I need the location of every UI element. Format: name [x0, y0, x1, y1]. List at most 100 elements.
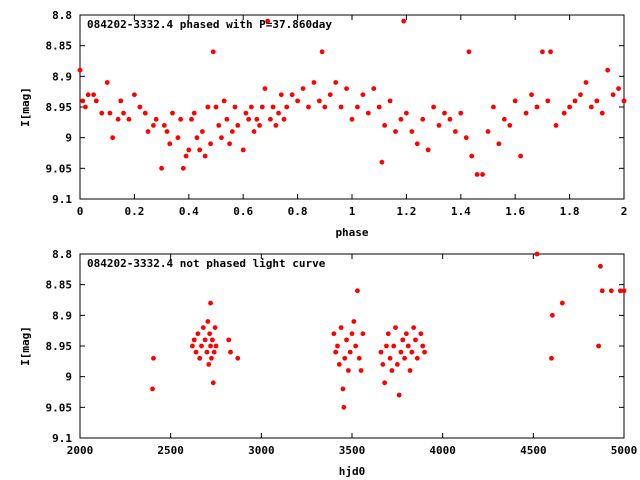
data-point — [183, 153, 189, 159]
data-point — [209, 337, 215, 343]
data-point — [284, 104, 290, 110]
data-point — [402, 355, 407, 361]
data-point — [121, 110, 126, 116]
data-point — [205, 319, 211, 324]
data-point — [409, 129, 415, 134]
plot-frame — [79, 14, 625, 200]
data-point — [391, 343, 397, 349]
data-point — [599, 110, 605, 116]
data-point — [598, 263, 603, 269]
data-point — [447, 116, 453, 122]
data-point — [151, 123, 156, 128]
data-point — [407, 368, 413, 373]
data-point — [197, 355, 203, 361]
data-point — [93, 98, 99, 104]
data-point — [180, 165, 186, 171]
data-point — [599, 288, 605, 294]
data-point — [355, 288, 360, 294]
x-tick-label: 1.4 — [451, 205, 471, 218]
data-point — [621, 98, 627, 104]
data-point — [583, 80, 589, 85]
data-point — [469, 153, 475, 159]
data-point — [398, 349, 404, 355]
data-point — [251, 129, 257, 134]
y-axis-label: I[mag] — [19, 326, 32, 366]
data-point — [159, 165, 165, 171]
data-point — [200, 129, 205, 134]
data-point — [336, 362, 342, 367]
data-point — [405, 343, 411, 349]
data-point — [248, 104, 254, 110]
data-point — [463, 135, 469, 141]
data-point — [523, 110, 529, 116]
data-point — [335, 343, 340, 349]
data-point — [273, 123, 279, 128]
data-point — [99, 110, 105, 116]
data-point — [202, 337, 208, 343]
data-point — [414, 141, 420, 147]
data-point — [355, 104, 360, 110]
data-point — [151, 355, 156, 361]
data-point — [371, 86, 377, 91]
data-point — [295, 98, 300, 104]
data-point — [534, 104, 540, 110]
unphased-light-curve-panel: 2000 2500 3000 3500 4000 4500 5000 8.8 8.85 8.9 8.… — [19, 248, 637, 478]
data-point — [411, 325, 417, 330]
data-point — [396, 392, 402, 398]
y-tick-label: 9.05 — [46, 162, 73, 175]
data-point — [213, 104, 219, 110]
data-point — [178, 116, 184, 122]
data-point — [300, 86, 306, 91]
data-point — [208, 300, 213, 306]
data-point — [360, 331, 366, 337]
y-tick-label: 9 — [65, 371, 72, 384]
data-point — [189, 116, 194, 122]
data-point — [205, 104, 211, 110]
data-point — [567, 104, 572, 110]
data-point — [401, 18, 407, 24]
data-point — [224, 116, 230, 122]
data-point — [202, 153, 208, 159]
data-point — [491, 104, 496, 110]
data-point — [219, 135, 224, 141]
data-point — [548, 49, 553, 55]
data-point — [190, 343, 195, 349]
data-point — [393, 325, 398, 330]
x-tick-label: 1.2 — [396, 205, 416, 218]
data-point — [345, 368, 351, 373]
data-point — [347, 349, 353, 355]
data-point — [344, 86, 349, 91]
data-point — [404, 331, 409, 337]
data-point — [559, 300, 565, 306]
data-point — [208, 343, 213, 349]
data-point — [327, 92, 333, 98]
data-point — [356, 355, 362, 361]
data-point — [608, 288, 614, 294]
x-tick-label: 5000 — [611, 444, 638, 457]
data-point — [376, 104, 382, 110]
phased-light-curve-panel: 0 0.2 0.4 0.6 0.8 1 1.2 1.4 1.6 1.8 2 8.8 8.85 8.9 8.9… — [19, 9, 627, 239]
data-point — [226, 337, 232, 343]
data-point — [349, 116, 355, 122]
data-point — [501, 116, 507, 122]
x-tick-label: 0.4 — [179, 205, 199, 218]
data-point — [572, 98, 578, 104]
data-point — [104, 80, 110, 85]
data-point — [340, 386, 346, 392]
data-point — [232, 104, 238, 110]
data-point — [243, 110, 249, 116]
data-point — [380, 362, 386, 367]
data-point — [379, 159, 385, 165]
data-point — [268, 116, 273, 122]
data-point — [221, 98, 227, 104]
data-point — [420, 343, 426, 349]
data-point — [311, 80, 317, 85]
data-point — [418, 331, 424, 337]
data-point — [409, 349, 415, 355]
data-point — [235, 123, 241, 128]
data-point — [507, 123, 513, 128]
data-point — [596, 343, 602, 349]
data-point — [153, 116, 159, 122]
data-point — [161, 123, 167, 128]
data-point — [342, 355, 348, 361]
